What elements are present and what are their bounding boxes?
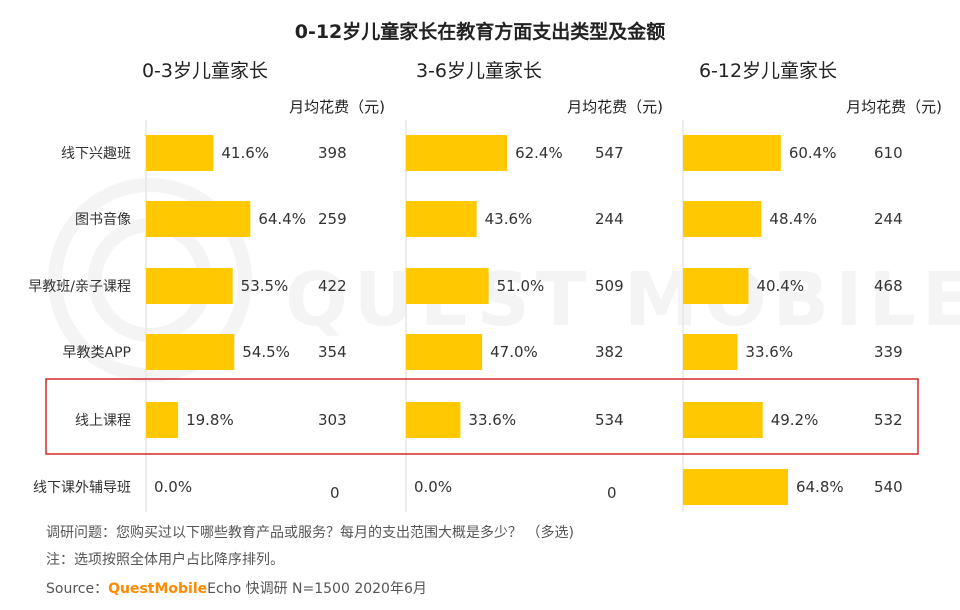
bar (683, 469, 788, 505)
bar (406, 402, 461, 438)
amount-label: 468 (874, 277, 903, 295)
percent-label: 33.6% (745, 343, 793, 361)
percent-label: 0.0% (414, 478, 452, 496)
percent-label: 51.0% (497, 277, 545, 295)
watermark: QUEST MOBILE (48, 178, 960, 382)
amount-label: 244 (874, 210, 903, 228)
amount-label: 610 (874, 144, 903, 162)
amount-label: 244 (595, 210, 624, 228)
percent-label: 0.0% (154, 478, 192, 496)
highlight-box-online-courses (45, 378, 919, 455)
bar (683, 334, 738, 370)
percent-label: 64.8% (796, 478, 844, 496)
percent-label: 41.6% (221, 144, 269, 162)
footer-question: 调研问题：您购买过以下哪些教育产品或服务？每月的支出范围大概是多少？ （多选) (46, 525, 574, 541)
percent-label: 49.2% (771, 411, 819, 429)
amount-label: 532 (874, 411, 903, 429)
bar (683, 402, 763, 438)
bar (683, 268, 749, 304)
bar (406, 268, 489, 304)
chart-title: 0-12岁儿童家长在教育方面支出类型及金额 (295, 20, 666, 43)
bar (146, 201, 251, 237)
percent-label: 40.4% (756, 277, 804, 295)
amount-label: 540 (874, 478, 903, 496)
percent-label: 47.0% (490, 343, 538, 361)
watermark-logo-ring (48, 178, 252, 382)
percent-label: 43.6% (485, 210, 533, 228)
amount-label: 0 (330, 484, 340, 502)
amount-label: 382 (595, 343, 624, 361)
bar (406, 135, 508, 171)
amount-label: 398 (318, 144, 347, 162)
category-label: 早教班/亲子课程 (28, 279, 131, 295)
bar (146, 402, 179, 438)
percent-label: 54.5% (242, 343, 290, 361)
percent-label: 60.4% (789, 144, 837, 162)
amount-label: 509 (595, 277, 624, 295)
percent-label: 64.4% (258, 210, 306, 228)
percent-label: 48.4% (769, 210, 817, 228)
amount-label: 422 (318, 277, 347, 295)
category-label: 早教类APP (63, 345, 131, 361)
panel-title: 6-12岁儿童家长 (699, 60, 837, 82)
source-label: Source： (46, 581, 109, 597)
percent-label: 53.5% (241, 277, 289, 295)
panel-title: 3-6岁儿童家长 (416, 60, 542, 82)
watermark-text: QUEST MOBILE (285, 257, 960, 343)
amount-label: 259 (318, 210, 347, 228)
source-brand: QuestMobile (108, 581, 208, 597)
percent-label: 33.6% (468, 411, 516, 429)
amount-label: 303 (318, 411, 347, 429)
percent-label: 62.4% (515, 144, 563, 162)
amount-column-header: 月均花费（元) (289, 98, 385, 116)
amount-column-header: 月均花费（元) (846, 98, 942, 116)
category-label: 线下课外辅导班 (33, 480, 131, 496)
percent-label: 19.8% (186, 411, 234, 429)
amount-label: 0 (607, 484, 617, 502)
amount-label: 534 (595, 411, 624, 429)
amount-label: 354 (318, 343, 347, 361)
bar (683, 201, 762, 237)
category-label: 图书音像 (75, 211, 131, 228)
bar (146, 334, 235, 370)
bar (406, 334, 483, 370)
amount-column-header: 月均花费（元) (567, 98, 663, 116)
amount-label: 547 (595, 144, 624, 162)
panel-title: 0-3岁儿童家长 (142, 60, 268, 82)
category-label: 线上课程 (75, 413, 131, 429)
bar (683, 135, 781, 171)
amount-label: 339 (874, 343, 903, 361)
source-rest: Echo 快调研 N=1500 2020年6月 (207, 581, 427, 597)
footer-note: 注：选项按照全体用户占比降序排列。 (46, 552, 284, 568)
footer-source: Source：QuestMobileEcho 快调研 N=1500 2020年6… (46, 578, 427, 598)
bar (146, 268, 233, 304)
bar (406, 201, 477, 237)
category-label: 线下兴趣班 (61, 146, 131, 162)
bar (146, 135, 214, 171)
